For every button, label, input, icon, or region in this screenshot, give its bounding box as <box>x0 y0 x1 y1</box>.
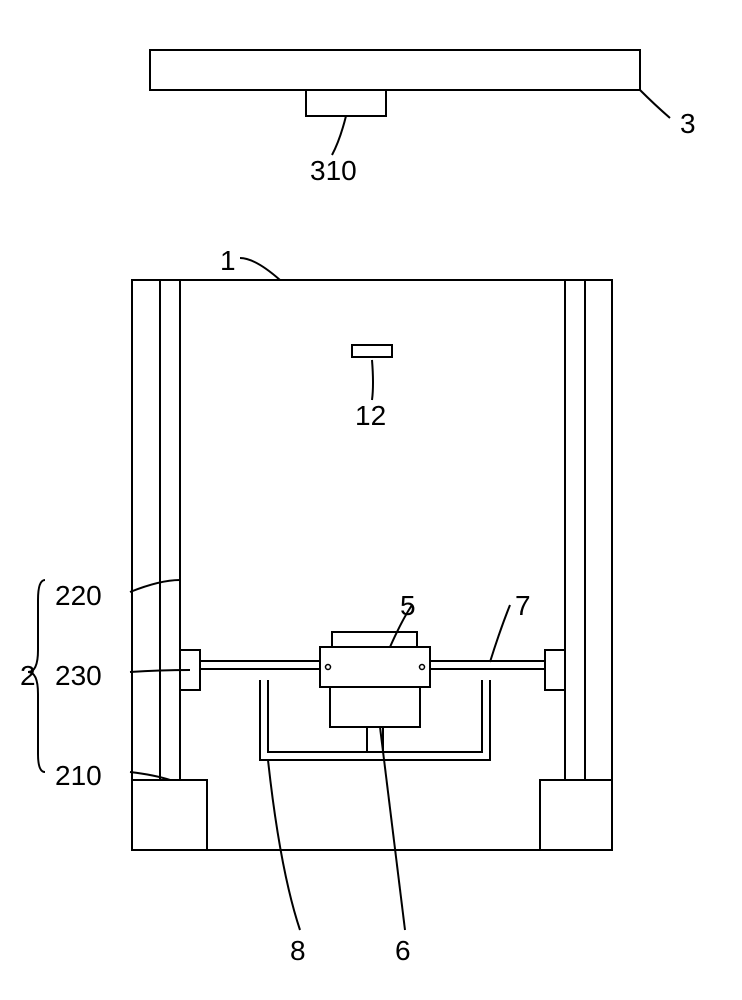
diagram-svg <box>0 0 742 1000</box>
callout-label-220: 220 <box>55 580 102 612</box>
callout-label-210: 210 <box>55 760 102 792</box>
callout-label-230: 230 <box>55 660 102 692</box>
callout-label-6: 6 <box>395 935 411 967</box>
callout-label-310: 310 <box>310 155 357 187</box>
callout-label-3: 3 <box>680 108 696 140</box>
callout-label-7: 7 <box>515 590 531 622</box>
callout-label-1: 1 <box>220 245 236 277</box>
diagram-canvas: 3 310 1 12 220 2 230 210 5 7 8 6 <box>0 0 742 1000</box>
callout-label-5: 5 <box>400 590 416 622</box>
callout-label-8: 8 <box>290 935 306 967</box>
callout-label-2: 2 <box>20 660 36 692</box>
callout-label-12: 12 <box>355 400 386 432</box>
